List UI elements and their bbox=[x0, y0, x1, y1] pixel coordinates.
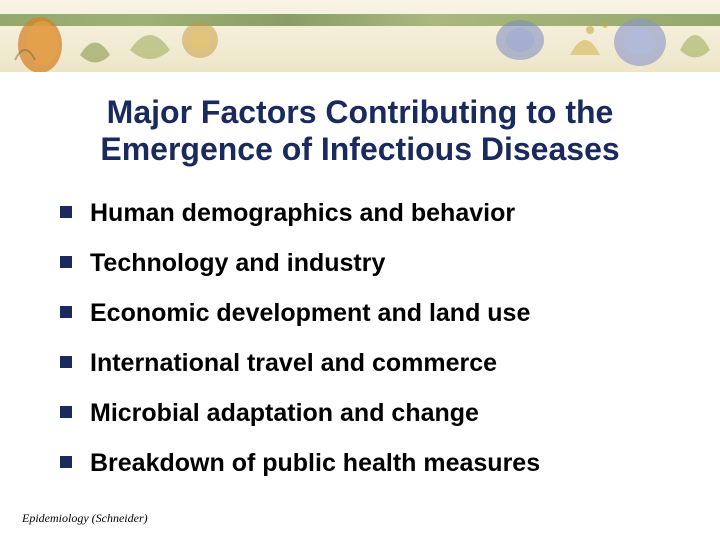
bullet-text: Human demographics and behavior bbox=[90, 198, 515, 228]
title-line-1: Major Factors Contributing to the bbox=[107, 94, 614, 130]
slide-title: Major Factors Contributing to the Emerge… bbox=[0, 94, 720, 168]
bullet-marker bbox=[60, 456, 72, 468]
list-item: Breakdown of public health measures bbox=[60, 448, 680, 478]
bullet-text: Microbial adaptation and change bbox=[90, 398, 479, 428]
banner-flora-left bbox=[0, 0, 260, 72]
decorative-banner bbox=[0, 0, 720, 72]
list-item: International travel and commerce bbox=[60, 348, 680, 378]
bullet-marker bbox=[60, 306, 72, 318]
banner-stripe bbox=[0, 14, 720, 26]
bullet-text: Breakdown of public health measures bbox=[90, 448, 540, 478]
bullet-marker bbox=[60, 206, 72, 218]
title-line-2: Emergence of Infectious Diseases bbox=[100, 131, 619, 167]
bullet-text: International travel and commerce bbox=[90, 348, 497, 378]
footer-citation: Epidemiology (Schneider) bbox=[22, 511, 148, 526]
bullet-text: Economic development and land use bbox=[90, 298, 530, 328]
list-item: Microbial adaptation and change bbox=[60, 398, 680, 428]
list-item: Technology and industry bbox=[60, 248, 680, 278]
bullet-list: Human demographics and behavior Technolo… bbox=[0, 198, 720, 478]
bullet-text: Technology and industry bbox=[90, 248, 385, 278]
bullet-marker bbox=[60, 406, 72, 418]
list-item: Economic development and land use bbox=[60, 298, 680, 328]
list-item: Human demographics and behavior bbox=[60, 198, 680, 228]
banner-flora-right bbox=[460, 0, 720, 72]
bullet-marker bbox=[60, 356, 72, 368]
bullet-marker bbox=[60, 256, 72, 268]
